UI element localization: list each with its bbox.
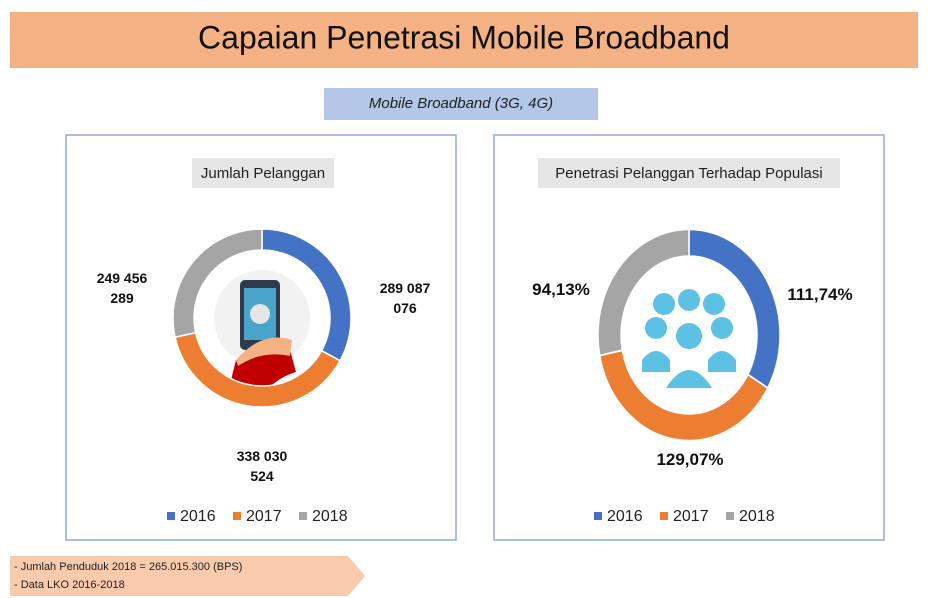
footnote: - Data LKO 2016-2018 (14, 579, 125, 591)
header-bar (10, 12, 918, 68)
donut-segment (172, 228, 263, 339)
legend-label: 2017 (246, 508, 282, 525)
chart-title-box (538, 158, 840, 188)
value-label: 129,07% (656, 450, 724, 469)
legend-swatch (726, 512, 734, 520)
donut-segment (597, 228, 690, 357)
legend-label: 2018 (312, 508, 348, 525)
value-label: 249 456 289 (96, 270, 148, 306)
subtitle: Mobile Broadband (3G, 4G) (369, 95, 553, 112)
panel (493, 134, 885, 541)
phone-icon (214, 270, 310, 400)
chart-title: Jumlah Pelanggan (201, 165, 325, 182)
value-label: 111,74% (787, 285, 853, 304)
value-label: 94,13% (532, 280, 590, 299)
subtitle-box (324, 88, 598, 120)
chart-title-box (192, 158, 334, 188)
panel (65, 134, 457, 541)
legend-swatch (660, 512, 668, 520)
footnote-box (10, 556, 365, 596)
legend-label: 2016 (180, 508, 216, 525)
donut-segment (598, 349, 769, 442)
page-title: Capaian Penetrasi Mobile Broadband (198, 19, 730, 55)
chart-title: Penetrasi Pelanggan Terhadap Populasi (555, 165, 822, 182)
footnote: - Jumlah Penduduk 2018 = 265.015.300 (BP… (14, 561, 242, 573)
value-label: 289 087 076 (379, 280, 431, 316)
legend-swatch (299, 512, 307, 520)
legend-swatch (233, 512, 241, 520)
legend-label: 2016 (607, 508, 643, 525)
people-icon (642, 289, 736, 388)
donut (172, 228, 352, 408)
value-label: 338 030 524 (236, 448, 288, 484)
legend-swatch (167, 512, 175, 520)
legend-label: 2017 (673, 508, 709, 525)
legend-swatch (594, 512, 602, 520)
legend-label: 2018 (739, 508, 775, 525)
donut (597, 228, 781, 442)
